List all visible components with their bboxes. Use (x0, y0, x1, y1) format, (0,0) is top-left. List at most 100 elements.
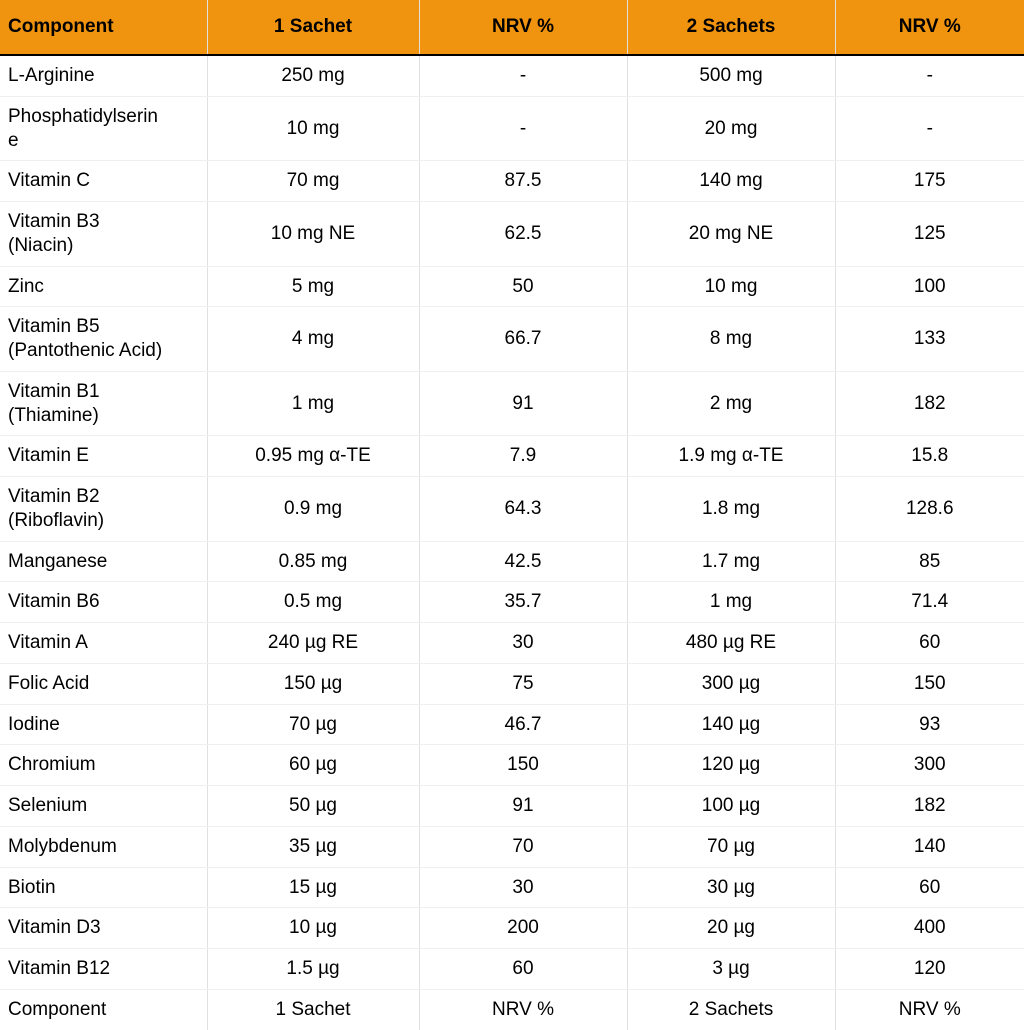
header-cell-2-sachets: 2 Sachets (627, 0, 836, 56)
cell-component: Vitamin B3 (Niacin) (0, 201, 208, 267)
header-cell-1-sachet: 1 Sachet (207, 0, 420, 56)
table-row: Folic Acid 150 µg 75 300 µg 150 (0, 663, 1024, 705)
cell-nrv2: - (835, 96, 1024, 162)
table-row: Vitamin B12 1.5 µg 60 3 µg 120 (0, 948, 1024, 990)
footer-cell-nrv-1: NRV % (419, 989, 628, 1030)
cell-nrv1: - (419, 96, 628, 162)
cell-nrv1: 46.7 (419, 704, 628, 746)
cell-sachet2: 20 µg (627, 907, 836, 949)
cell-sachet1: 0.95 mg α-TE (207, 435, 420, 477)
cell-nrv1: 62.5 (419, 201, 628, 267)
cell-nrv2: 182 (835, 785, 1024, 827)
cell-nrv2: 60 (835, 867, 1024, 909)
cell-nrv1: 60 (419, 948, 628, 990)
footer-cell-component: Component (0, 989, 208, 1030)
cell-sachet2: 3 µg (627, 948, 836, 990)
cell-component: Selenium (0, 785, 208, 827)
footer-cell-1-sachet: 1 Sachet (207, 989, 420, 1030)
cell-sachet2: 20 mg (627, 96, 836, 162)
cell-component: Vitamin C (0, 160, 208, 202)
cell-component: Vitamin B12 (0, 948, 208, 990)
header-cell-nrv-1: NRV % (419, 0, 628, 56)
table-row: Phosphatidylserine 10 mg -20 mg - (0, 96, 1024, 162)
cell-sachet2: 1.9 mg α-TE (627, 435, 836, 477)
cell-sachet1: 10 mg NE (207, 201, 420, 267)
table-row: Selenium 50 µg 91 100 µg 182 (0, 785, 1024, 827)
cell-nrv1: 87.5 (419, 160, 628, 202)
cell-nrv1: 91 (419, 785, 628, 827)
cell-nrv2: 140 (835, 826, 1024, 868)
cell-nrv1: - (419, 55, 628, 97)
cell-nrv1: 91 (419, 371, 628, 437)
cell-nrv2: 133 (835, 306, 1024, 372)
table-row: Vitamin B2 (Riboflavin) 0.9 mg 64.3 1.8 mg 1… (0, 476, 1024, 542)
cell-nrv2: 93 (835, 704, 1024, 746)
cell-sachet2: 300 µg (627, 663, 836, 705)
cell-sachet2: 10 mg (627, 266, 836, 308)
cell-nrv2: - (835, 55, 1024, 97)
footer-row: Component 1 Sachet NRV % 2 Sachets NRV % (0, 989, 1024, 1030)
cell-nrv1: 30 (419, 867, 628, 909)
cell-component: Vitamin B6 (0, 581, 208, 623)
cell-sachet2: 70 µg (627, 826, 836, 868)
cell-sachet1: 150 µg (207, 663, 420, 705)
cell-nrv2: 120 (835, 948, 1024, 990)
cell-sachet2: 20 mg NE (627, 201, 836, 267)
cell-sachet1: 10 µg (207, 907, 420, 949)
table-row: Biotin 15 µg 30 30 µg 60 (0, 867, 1024, 909)
table-row: Vitamin B3 (Niacin) 10 mg NE 62.5 20 mg NE 1… (0, 201, 1024, 267)
cell-sachet1: 10 mg (207, 96, 420, 162)
cell-nrv2: 125 (835, 201, 1024, 267)
cell-nrv2: 300 (835, 744, 1024, 786)
cell-sachet1: 50 µg (207, 785, 420, 827)
cell-nrv1: 35.7 (419, 581, 628, 623)
table-row: Vitamin A 240 µg RE 30 480 µg RE 60 (0, 622, 1024, 664)
header-row: Component 1 Sachet NRV % 2 Sachets NRV % (0, 0, 1024, 56)
cell-nrv2: 15.8 (835, 435, 1024, 477)
cell-component: Vitamin A (0, 622, 208, 664)
cell-sachet1: 15 µg (207, 867, 420, 909)
cell-nrv2: 182 (835, 371, 1024, 437)
cell-sachet1: 250 mg (207, 55, 420, 97)
header-cell-component: Component (0, 0, 208, 56)
footer-cell-nrv-2: NRV % (898, 998, 961, 1020)
cell-nrv1: 66.7 (419, 306, 628, 372)
cell-sachet2: 140 µg (627, 704, 836, 746)
table-row: Vitamin D3 10 µg 200 20 µg 400 (0, 907, 1024, 949)
cell-sachet2: 1 mg (627, 581, 836, 623)
cell-component: Vitamin B1 (Thiamine) (0, 371, 208, 437)
cell-component: Manganese (0, 541, 208, 583)
cell-sachet2: 30 µg (627, 867, 836, 909)
cell-sachet1: 240 µg RE (207, 622, 420, 664)
table-row: Chromium 60 µg 150 120 µg 300 (0, 744, 1024, 786)
cell-sachet2: 480 µg RE (627, 622, 836, 664)
cell-sachet1: 0.9 mg (207, 476, 420, 542)
cell-component: Vitamin B2 (Riboflavin) (0, 476, 208, 542)
cell-nrv1: 42.5 (419, 541, 628, 583)
cell-nrv2: 71.4 (835, 581, 1024, 623)
cell-component: Molybdenum (0, 826, 208, 868)
cell-nrv1: 30 (419, 622, 628, 664)
cell-nrv2: 175 (835, 160, 1024, 202)
cell-nrv1: 7.9 (419, 435, 628, 477)
cell-nrv2: 85 (835, 541, 1024, 583)
cell-sachet2: 140 mg (627, 160, 836, 202)
cell-nrv2: 150 (835, 663, 1024, 705)
table-row: Iodine 70 µg 46.7 140 µg 93 (0, 704, 1024, 746)
cell-sachet1: 70 µg (207, 704, 420, 746)
cell-sachet1: 35 µg (207, 826, 420, 868)
cell-nrv2: 128.6 (835, 476, 1024, 542)
cell-component: Vitamin B5 (Pantothenic Acid) (0, 306, 208, 372)
cell-sachet1: 4 mg (207, 306, 420, 372)
table-row: Vitamin B1 (Thiamine) 1 mg 91 2 mg 182 (0, 371, 1024, 437)
table-row: Molybdenum 35 µg 70 70 µg 140 (0, 826, 1024, 868)
footer-cell-2-sachets: 2 Sachets (627, 989, 836, 1030)
cell-sachet1: 60 µg (207, 744, 420, 786)
table-row: Zinc 5 mg 50 10 mg 100 (0, 266, 1024, 308)
table-row: Vitamin B5 (Pantothenic Acid) 4 mg 66.7 8 m… (0, 306, 1024, 372)
cell-sachet2: 2 mg (627, 371, 836, 437)
cell-sachet2: 120 µg (627, 744, 836, 786)
table-row: Vitamin E 0.95 mg α-TE 7.9 1.9 mg α-TE 15.8 (0, 435, 1024, 477)
table-row: Vitamin B6 0.5 mg 35.7 1 mg 71.4 (0, 581, 1024, 623)
